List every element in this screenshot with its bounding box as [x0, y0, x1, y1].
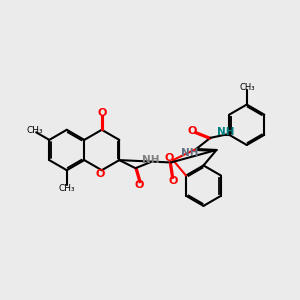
- Text: O: O: [169, 176, 178, 186]
- Text: O: O: [97, 108, 106, 118]
- Text: NH: NH: [217, 127, 235, 137]
- Text: CH₃: CH₃: [239, 83, 254, 92]
- Text: O: O: [135, 180, 144, 190]
- Text: O: O: [187, 126, 196, 136]
- Text: NH: NH: [142, 155, 159, 165]
- Text: CH₃: CH₃: [26, 126, 43, 135]
- Text: O: O: [165, 153, 174, 163]
- Text: NH: NH: [181, 148, 199, 158]
- Text: O: O: [96, 169, 105, 179]
- Text: CH₃: CH₃: [58, 184, 75, 193]
